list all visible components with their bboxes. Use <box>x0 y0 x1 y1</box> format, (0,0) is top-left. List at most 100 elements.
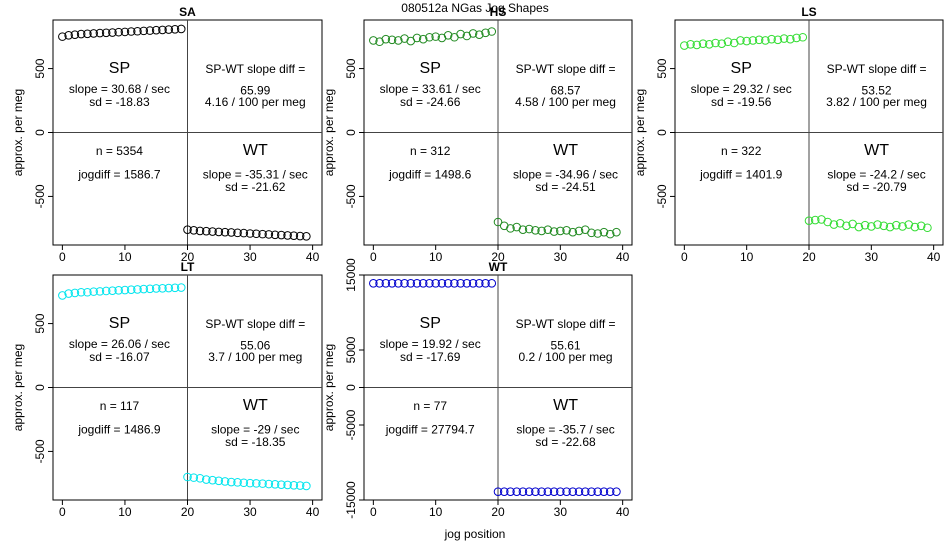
wt-point <box>264 230 274 239</box>
slope-diff-label: SP-WT slope diff = <box>516 62 616 76</box>
sp-point <box>381 34 391 44</box>
sp-point <box>176 283 186 292</box>
panel-title: LT <box>181 260 195 274</box>
n-count: n = 312 <box>410 144 451 158</box>
wt-point <box>226 228 236 237</box>
sp-label: SP <box>420 60 441 77</box>
wt-point <box>283 231 292 240</box>
wt-point <box>923 223 932 233</box>
wt-label: WT <box>553 397 578 414</box>
sp-point <box>717 39 727 48</box>
sp-point <box>431 279 440 288</box>
wt-point <box>898 222 907 231</box>
sp-point <box>711 38 720 48</box>
sp-point <box>70 30 80 40</box>
sp-label: SP <box>109 60 130 77</box>
sp-point <box>95 28 105 38</box>
slope-diff-value: 65.99 <box>240 83 270 97</box>
wt-point <box>208 475 217 485</box>
sp-point <box>101 286 111 296</box>
sp-point <box>481 279 490 288</box>
wt-point <box>524 224 534 234</box>
wt-slope: slope = -35.7 / sec <box>516 423 614 437</box>
x-tick-label: 0 <box>681 250 688 264</box>
sp-point <box>114 27 123 37</box>
jogdiff: jogdiff = 1486.9 <box>77 423 161 437</box>
sp-point <box>723 37 733 47</box>
wt-point <box>295 231 305 241</box>
slope-diff-per-meg: 3.7 / 100 per meg <box>208 350 302 364</box>
x-tick-label: 30 <box>554 505 568 519</box>
wt-label: WT <box>553 142 578 159</box>
wt-slope: slope = -34.96 / sec <box>513 168 618 182</box>
wt-point <box>201 475 211 484</box>
x-tick-label: 0 <box>59 505 66 519</box>
sp-point <box>151 284 161 293</box>
slope-diff-per-meg: 4.58 / 100 per meg <box>515 95 616 109</box>
y-tick-label: 0 <box>33 384 47 391</box>
wt-point <box>562 225 571 235</box>
sp-point <box>70 288 80 298</box>
panel-sa: SA 0 10 20 30 40 -500 0 500 approx. per meg SP slop… <box>11 5 323 264</box>
x-tick-label: 20 <box>491 250 505 264</box>
sp-point <box>761 36 770 45</box>
sp-point <box>481 28 490 38</box>
y-tick-label: 5000 <box>344 336 358 363</box>
sp-point <box>164 283 174 293</box>
sp-point <box>158 283 167 293</box>
wt-point <box>512 487 521 496</box>
slope-diff-value: 55.61 <box>551 338 581 352</box>
x-tick-label: 0 <box>59 250 66 264</box>
sp-point <box>487 279 497 288</box>
wt-point <box>804 216 814 226</box>
wt-point <box>226 477 236 487</box>
wt-label: WT <box>243 397 268 414</box>
panel-wt: WT 0 10 20 30 40 -15000 -5000 0 5000 15000 approx. … <box>322 258 633 519</box>
sp-point <box>381 279 391 288</box>
sp-slope: slope = 29.32 / sec <box>691 82 792 96</box>
wt-point <box>189 473 199 482</box>
wt-point <box>289 480 299 490</box>
wt-point <box>201 226 211 236</box>
wt-point <box>183 472 192 482</box>
wt-point <box>245 229 255 238</box>
sp-point <box>83 287 92 297</box>
wt-point <box>593 487 603 496</box>
wt-point <box>829 220 839 229</box>
x-tick-label: 10 <box>118 505 132 519</box>
sp-sd: sd = -19.56 <box>711 95 772 109</box>
wt-point <box>252 229 261 239</box>
wt-point <box>214 476 224 486</box>
wt-sd: sd = -18.35 <box>225 435 286 449</box>
x-tick-label: 10 <box>429 505 443 519</box>
wt-point <box>518 487 528 496</box>
slope-diff-per-meg: 0.2 / 100 per meg <box>519 350 613 364</box>
sp-point <box>76 287 86 297</box>
sp-point <box>437 279 447 288</box>
wt-point <box>195 473 205 483</box>
sp-point <box>704 39 714 49</box>
wt-point <box>612 227 621 237</box>
sp-point <box>418 34 428 44</box>
sp-point <box>487 27 497 36</box>
jogdiff: jogdiff = 1586.7 <box>77 168 161 182</box>
x-tick-label: 0 <box>370 250 377 264</box>
sp-label: SP <box>109 315 130 332</box>
panel-lt: LT 0 10 20 30 40 -500 0 500 approx. per meg SP slop… <box>11 260 323 519</box>
sp-point <box>418 279 428 288</box>
sp-point <box>443 31 453 40</box>
sp-slope: slope = 30.68 / sec <box>69 82 170 96</box>
sp-point <box>748 36 758 45</box>
wt-point <box>885 222 895 232</box>
sp-point <box>58 291 67 300</box>
wt-sd: sd = -22.68 <box>535 435 596 449</box>
wt-point <box>493 217 503 227</box>
wt-point <box>854 222 864 232</box>
wt-point <box>289 231 299 240</box>
wt-point <box>277 480 286 489</box>
sp-point <box>754 35 764 45</box>
wt-point <box>605 487 615 496</box>
x-tick-label: 30 <box>554 250 568 264</box>
x-tick-label: 10 <box>740 250 754 264</box>
sp-point <box>114 286 123 295</box>
